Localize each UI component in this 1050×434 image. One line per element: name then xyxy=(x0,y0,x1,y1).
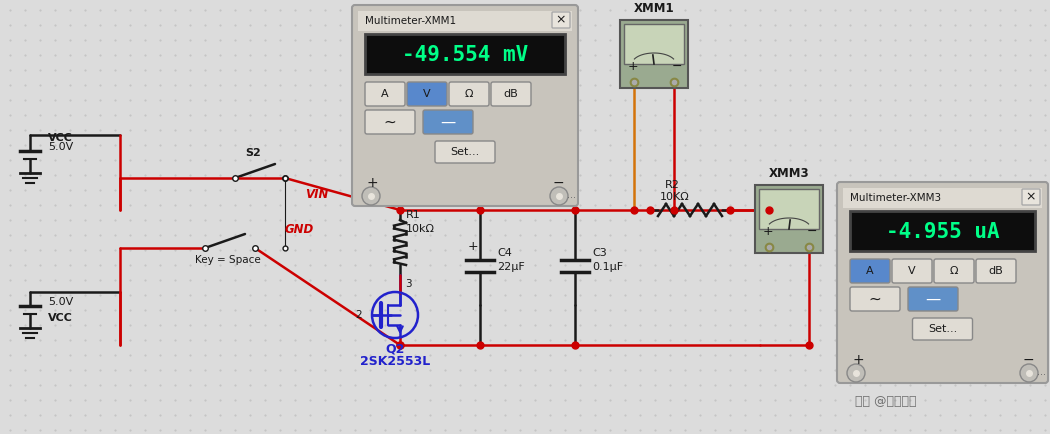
Text: 5.0V: 5.0V xyxy=(48,142,74,152)
Text: 5.0V: 5.0V xyxy=(48,297,74,307)
Text: Ω: Ω xyxy=(465,89,474,99)
Text: VCC: VCC xyxy=(48,133,72,143)
Bar xyxy=(358,11,572,31)
Text: R1: R1 xyxy=(406,210,421,220)
Text: 22μF: 22μF xyxy=(497,263,525,273)
Bar xyxy=(624,24,684,64)
FancyBboxPatch shape xyxy=(620,20,688,88)
FancyBboxPatch shape xyxy=(850,259,890,283)
FancyBboxPatch shape xyxy=(449,82,489,106)
Circle shape xyxy=(362,187,380,205)
FancyBboxPatch shape xyxy=(976,259,1016,283)
Text: +: + xyxy=(628,60,638,73)
Text: 10kΩ: 10kΩ xyxy=(406,224,435,234)
Text: Multimeter-XMM1: Multimeter-XMM1 xyxy=(365,16,456,26)
Bar xyxy=(843,188,1042,208)
Text: Multimeter-XMM3: Multimeter-XMM3 xyxy=(850,193,941,203)
FancyBboxPatch shape xyxy=(837,182,1048,383)
FancyBboxPatch shape xyxy=(407,82,447,106)
Text: ×: × xyxy=(555,13,566,26)
Text: Ω: Ω xyxy=(950,266,959,276)
Text: +: + xyxy=(368,176,379,190)
Text: 0.1μF: 0.1μF xyxy=(592,263,623,273)
Text: XMM1: XMM1 xyxy=(634,2,674,15)
Text: V: V xyxy=(423,89,430,99)
Text: ∼: ∼ xyxy=(868,292,881,306)
Text: ∼: ∼ xyxy=(383,115,397,129)
Bar xyxy=(365,34,565,74)
Text: XMM3: XMM3 xyxy=(769,167,810,180)
FancyBboxPatch shape xyxy=(755,185,823,253)
Text: R2: R2 xyxy=(665,180,680,190)
FancyBboxPatch shape xyxy=(365,110,415,134)
FancyBboxPatch shape xyxy=(892,259,932,283)
FancyBboxPatch shape xyxy=(850,287,900,311)
FancyBboxPatch shape xyxy=(352,5,578,206)
Bar xyxy=(850,211,1035,251)
Text: −: − xyxy=(672,60,682,73)
Text: VCC: VCC xyxy=(48,313,72,323)
Text: A: A xyxy=(866,266,874,276)
Text: 2SK2553L: 2SK2553L xyxy=(360,355,430,368)
Text: 头条 @芯闻资讯: 头条 @芯闻资讯 xyxy=(855,395,917,408)
Circle shape xyxy=(847,364,865,382)
Text: dB: dB xyxy=(504,89,519,99)
FancyBboxPatch shape xyxy=(365,82,405,106)
Text: GND: GND xyxy=(285,223,314,236)
Text: ...: ... xyxy=(1037,367,1046,377)
Text: C3: C3 xyxy=(592,247,607,257)
FancyBboxPatch shape xyxy=(552,12,570,28)
FancyBboxPatch shape xyxy=(912,318,972,340)
Text: —: — xyxy=(925,292,941,306)
Text: +: + xyxy=(763,225,774,238)
Text: Set...: Set... xyxy=(450,147,480,157)
FancyBboxPatch shape xyxy=(491,82,531,106)
Text: dB: dB xyxy=(989,266,1004,276)
Bar xyxy=(759,189,819,229)
Text: -4.955 uA: -4.955 uA xyxy=(886,222,1000,242)
Text: 3: 3 xyxy=(405,279,412,289)
Text: ×: × xyxy=(1026,191,1036,204)
FancyBboxPatch shape xyxy=(423,110,472,134)
Text: Q2: Q2 xyxy=(385,342,404,355)
Circle shape xyxy=(1020,364,1038,382)
Text: 2: 2 xyxy=(355,310,361,320)
Text: −: − xyxy=(1023,353,1034,367)
Text: S2: S2 xyxy=(245,148,260,158)
Text: —: — xyxy=(440,115,456,129)
FancyBboxPatch shape xyxy=(1022,189,1040,205)
Text: −: − xyxy=(807,225,818,238)
Text: −: − xyxy=(553,176,565,190)
Text: 10KΩ: 10KΩ xyxy=(660,192,690,202)
Circle shape xyxy=(550,187,568,205)
Text: ...: ... xyxy=(567,190,576,200)
FancyBboxPatch shape xyxy=(908,287,958,311)
Text: -49.554 mV: -49.554 mV xyxy=(402,45,528,65)
Text: VIN: VIN xyxy=(304,188,329,201)
FancyBboxPatch shape xyxy=(934,259,974,283)
FancyBboxPatch shape xyxy=(435,141,495,163)
Text: V: V xyxy=(908,266,916,276)
Text: C4: C4 xyxy=(497,247,512,257)
Text: Key = Space: Key = Space xyxy=(195,255,260,265)
Text: +: + xyxy=(852,353,863,367)
Text: Set...: Set... xyxy=(928,324,958,334)
Text: A: A xyxy=(381,89,388,99)
Text: +: + xyxy=(468,240,479,253)
